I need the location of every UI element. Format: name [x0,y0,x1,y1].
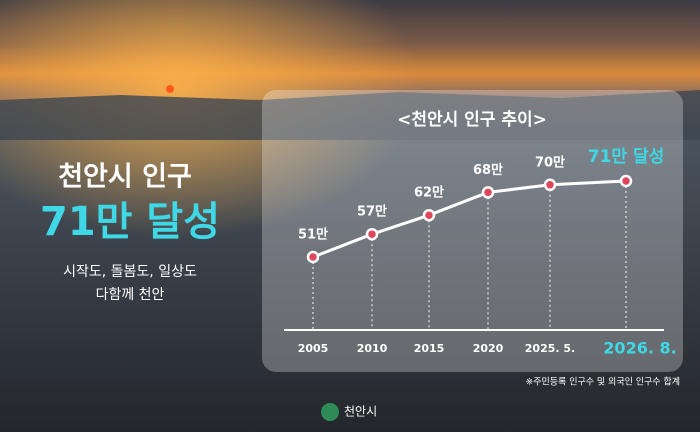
point [543,178,557,192]
value-label: 62만 [414,185,444,201]
x-tick-label: 2005 [298,342,329,355]
x-tick-label: 2010 [357,342,388,355]
chart-title: <천안시 인구 추이> [397,110,547,130]
line [312,179,627,259]
value-label: 68만 [473,162,503,178]
headline-highlight: 71만 달성 [40,199,220,245]
sun [166,85,174,93]
point [365,227,379,241]
slogan: 다함께 천안 [96,287,165,303]
value-label: 51만 [298,227,328,243]
point [619,174,633,188]
x-tick-label: 2020 [473,342,504,355]
x-tick-label: 2015 [414,342,445,355]
slogan: 시작도, 돌봄도, 일상도 [63,264,197,280]
chart-panel [262,90,683,372]
footnote: ※주민등록 인구수 및 외국인 인구수 합계 [526,376,680,388]
logo-icon [321,403,339,421]
x-tick-label: 2026. 8. [603,339,676,358]
point [422,208,436,222]
headline: 천안시 인구 [58,162,192,193]
point [306,250,320,264]
value-label: 71만 달성 [588,146,665,167]
mountains [0,90,700,140]
value-label: 57만 [357,204,387,220]
x-tick-label: 2025. 5. [525,342,575,355]
value-label: 70만 [535,154,565,170]
logo-text: 천안시 [344,404,377,419]
point [481,186,495,199]
